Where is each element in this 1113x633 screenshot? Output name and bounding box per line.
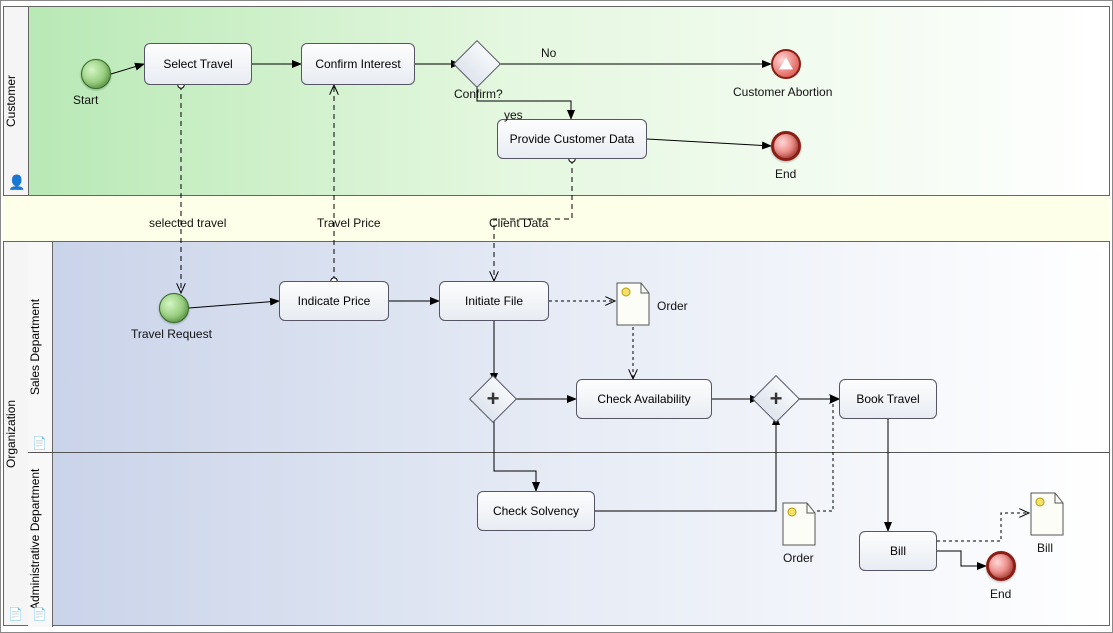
task-label: Confirm Interest: [315, 57, 400, 71]
task-label: Check Availability: [597, 392, 690, 406]
doc-icon: 📄: [32, 607, 47, 621]
task-label: Select Travel: [163, 57, 232, 71]
task-label: Bill: [890, 544, 906, 558]
gateway-confirm[interactable]: [460, 47, 494, 81]
pool-customer[interactable]: Customer 👤: [3, 6, 1110, 196]
task-bill[interactable]: Bill: [859, 531, 937, 571]
task-label: Book Travel: [856, 392, 919, 406]
task-initiate-file[interactable]: Initiate File: [439, 281, 549, 321]
lane-label-sales: Sales Department: [28, 242, 52, 452]
task-check-solvency[interactable]: Check Solvency: [477, 491, 595, 531]
start-event-org[interactable]: [159, 293, 189, 323]
task-check-availability[interactable]: Check Availability: [576, 379, 712, 419]
gateway-join[interactable]: +: [759, 382, 793, 416]
pool-header-organization: Organization: [4, 242, 29, 625]
gateway-split[interactable]: +: [476, 382, 510, 416]
data-object-bill-label: Bill: [1037, 541, 1053, 555]
task-indicate-price[interactable]: Indicate Price: [279, 281, 389, 321]
flow-label-no: No: [541, 46, 556, 60]
data-object-order2-label: Order: [783, 551, 814, 565]
task-label: Check Solvency: [493, 504, 579, 518]
msg-label-selected: selected travel: [149, 216, 226, 230]
lane-header-sales: Sales Department: [28, 242, 53, 452]
lane-header-admin: Administrative Department: [28, 452, 53, 627]
end-event-customer[interactable]: [771, 131, 801, 161]
task-label: Initiate File: [465, 294, 523, 308]
pool-header-customer: Customer: [4, 7, 29, 195]
start-event-customer-label: Start: [73, 93, 98, 107]
data-object-bill[interactable]: [1029, 491, 1065, 537]
msg-label-client: Client Data: [489, 216, 548, 230]
terminate-event-abort[interactable]: [771, 49, 801, 79]
task-label: Provide Customer Data: [510, 132, 635, 146]
pool-label-organization: Organization: [4, 242, 28, 625]
doc-icon: 📄: [8, 607, 23, 621]
lane-divider: [28, 452, 1109, 453]
task-label: Indicate Price: [298, 294, 371, 308]
gateway-confirm-label: Confirm?: [454, 87, 503, 101]
start-event-org-label: Travel Request: [131, 327, 212, 341]
lane-label-admin: Administrative Department: [28, 452, 52, 627]
end-event-customer-label: End: [775, 167, 796, 181]
end-event-org-label: End: [990, 587, 1011, 601]
end-event-org[interactable]: [986, 551, 1016, 581]
pool-label-customer: Customer: [4, 7, 28, 195]
task-confirm-interest[interactable]: Confirm Interest: [301, 43, 415, 85]
bpmn-canvas: Customer 👤 Organization Sales Department…: [0, 0, 1113, 633]
start-event-customer[interactable]: [81, 59, 111, 89]
task-book-travel[interactable]: Book Travel: [839, 379, 937, 419]
actor-icon: 👤: [8, 174, 25, 191]
terminate-event-abort-label: Customer Abortion: [733, 85, 832, 99]
task-select-travel[interactable]: Select Travel: [144, 43, 252, 85]
data-object-order1[interactable]: [615, 281, 651, 327]
data-object-order2[interactable]: [781, 501, 817, 547]
task-provide-data[interactable]: Provide Customer Data: [497, 119, 647, 159]
msg-label-price: Travel Price: [317, 216, 381, 230]
flow-label-yes: yes: [504, 108, 523, 122]
doc-icon: 📄: [32, 436, 47, 450]
data-object-order1-label: Order: [657, 299, 688, 313]
